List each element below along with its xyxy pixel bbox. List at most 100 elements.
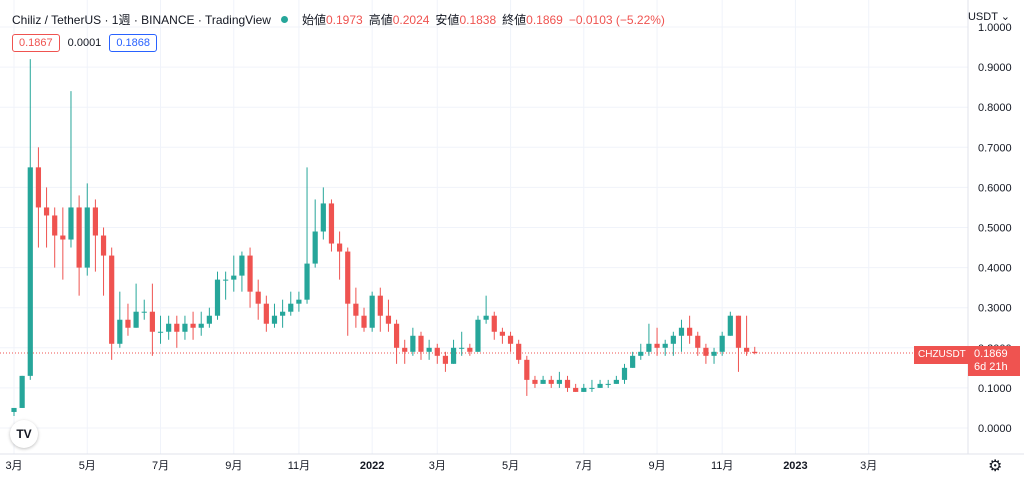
candle-body: [393, 323, 400, 348]
candle: [361, 307, 367, 332]
open-label: 始値: [301, 13, 326, 27]
candle-body: [68, 207, 74, 240]
candle-body: [459, 347, 465, 349]
candle-body: [744, 347, 750, 352]
candle-body: [556, 379, 562, 384]
candle: [174, 315, 180, 348]
candle: [133, 283, 139, 328]
candle: [711, 347, 717, 364]
candle: [581, 383, 587, 392]
price-tick-label: 0.0000: [978, 423, 1012, 435]
candles: [11, 59, 758, 416]
candle-body: [426, 347, 432, 352]
currency-selector[interactable]: USDT ⌄: [968, 10, 1010, 23]
time-tick-label: 9月: [225, 460, 242, 472]
candle: [35, 147, 42, 248]
price-tick-label: 0.6000: [978, 182, 1012, 194]
chevron-down-icon: ⌄: [1000, 11, 1010, 23]
candle: [280, 299, 286, 328]
candle-body: [141, 311, 147, 313]
candle-body: [288, 303, 294, 312]
candle-body: [19, 375, 25, 408]
candle: [166, 315, 172, 340]
candle: [117, 291, 123, 348]
candle-body: [125, 319, 131, 328]
candle: [727, 311, 733, 336]
candle-body: [280, 311, 286, 316]
candle-body: [719, 335, 725, 352]
candle: [337, 231, 343, 280]
last-price-tag: 0.1869 6d 21h: [968, 346, 1020, 376]
candle: [328, 199, 335, 252]
candle-body: [483, 315, 489, 320]
candle: [239, 251, 245, 292]
candle-body: [296, 299, 302, 304]
candle: [92, 199, 98, 272]
candle-body: [190, 323, 196, 328]
candle-body: [92, 207, 98, 236]
candle-body: [337, 243, 343, 252]
candle-body: [76, 207, 82, 268]
candle: [296, 291, 302, 312]
candle: [475, 315, 481, 352]
candle: [149, 283, 155, 356]
price-tick-label: 0.3000: [978, 303, 1012, 315]
buy-price-button[interactable]: 0.1868: [109, 34, 157, 52]
candle: [695, 331, 701, 356]
candle-body: [52, 215, 58, 236]
candle-body: [630, 355, 636, 368]
candle: [190, 311, 196, 340]
candle: [255, 279, 261, 320]
currency-label: USDT: [967, 11, 998, 23]
candle-body: [328, 203, 335, 244]
price-tick-label: 0.1000: [978, 383, 1012, 395]
candle-body: [597, 383, 603, 388]
candle-body: [214, 279, 221, 316]
time-tick-label: 7月: [575, 460, 592, 472]
candle: [402, 339, 408, 364]
candle: [60, 207, 66, 280]
candle: [442, 351, 449, 372]
symbol-tag: CHZUSDT: [914, 346, 970, 364]
candle-body: [581, 387, 587, 392]
price-tick-label: 0.5000: [978, 223, 1012, 235]
time-tick-label: 11月: [288, 460, 310, 472]
candle: [532, 375, 538, 388]
bid-ask-panel: 0.1867 0.0001 0.1868: [12, 34, 157, 52]
candle: [524, 355, 530, 396]
candle-body: [100, 235, 107, 256]
candle: [678, 319, 685, 352]
candle-body: [491, 315, 497, 332]
high-value: 0.2024: [392, 12, 430, 27]
candle: [540, 375, 546, 384]
close-label: 終値: [502, 13, 527, 27]
tradingview-logo-icon[interactable]: TV: [10, 420, 38, 448]
sell-price-button[interactable]: 0.1867: [12, 34, 60, 52]
candle-body: [711, 351, 717, 356]
gear-icon[interactable]: ⚙: [988, 458, 1003, 475]
candle-body: [377, 295, 383, 316]
close-value: 0.1869: [526, 12, 563, 27]
candle-body: [589, 387, 595, 389]
time-tick-label: 9月: [648, 460, 665, 472]
time-tick-label: 3月: [860, 460, 877, 472]
spread-value: 0.0001: [67, 37, 102, 49]
candle-body: [27, 167, 33, 376]
candle-body: [507, 335, 514, 344]
candle: [410, 327, 416, 356]
time-tick-label: 3月: [429, 460, 446, 472]
candle-body: [198, 323, 204, 328]
candle: [263, 295, 269, 332]
time-axis[interactable]: 3月 5月 7月 9月 11月 2022 3月 5月 7月 9月 11月 2023 3月: [5, 460, 877, 472]
candle-body: [247, 255, 253, 292]
candle-body: [402, 347, 408, 352]
candle-body: [60, 235, 66, 240]
candle-body: [605, 383, 611, 385]
candle: [377, 287, 383, 332]
candle-body: [434, 347, 440, 356]
candle: [247, 247, 253, 308]
candle: [157, 315, 164, 344]
low-label: 安値: [435, 13, 460, 27]
candle: [271, 303, 278, 328]
